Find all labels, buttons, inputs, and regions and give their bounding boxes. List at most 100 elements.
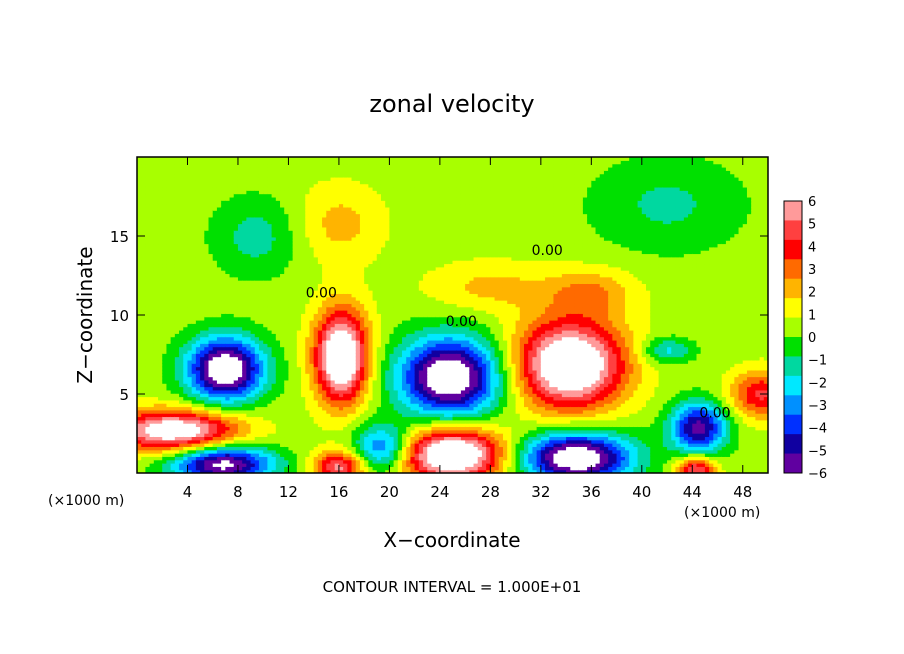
- heatmap-cell: [158, 333, 163, 338]
- heatmap-cell: [191, 436, 197, 441]
- heatmap-cell: [183, 263, 189, 268]
- heatmap-cell: [216, 180, 222, 185]
- heatmap-cell: [158, 283, 163, 288]
- heatmap-cell: [162, 290, 168, 294]
- heatmap-cell: [153, 423, 159, 428]
- heatmap-cell: [212, 273, 218, 278]
- heatmap-cell: [204, 230, 210, 235]
- heatmap-cell: [149, 329, 155, 334]
- heatmap-cell: [216, 280, 222, 284]
- heatmap-cell: [191, 160, 197, 165]
- heatmap-cell: [141, 413, 147, 418]
- heatmap-cell: [137, 343, 142, 348]
- heatmap-cell: [137, 446, 142, 451]
- heatmap-cell: [170, 453, 176, 457]
- heatmap-cell: [195, 366, 201, 371]
- heatmap-cell: [174, 216, 180, 221]
- heatmap-cell: [137, 363, 142, 368]
- heatmap-cell: [183, 339, 189, 344]
- heatmap-cell: [137, 180, 142, 185]
- heatmap-cell: [221, 409, 226, 414]
- heatmap-cell: [162, 343, 168, 348]
- heatmap-cell: [216, 459, 222, 464]
- heatmap-cell: [183, 246, 189, 251]
- heatmap-cell: [141, 379, 147, 384]
- heatmap-cell: [200, 363, 205, 368]
- heatmap-cell: [179, 173, 184, 178]
- heatmap-cell: [216, 310, 222, 314]
- heatmap-cell: [183, 233, 189, 238]
- heatmap-cell: [191, 333, 197, 338]
- heatmap-cell: [141, 306, 147, 311]
- heatmap-cell: [153, 416, 159, 421]
- heatmap-cell: [216, 270, 222, 275]
- heatmap-cell: [141, 263, 147, 268]
- heatmap-cell: [195, 446, 201, 451]
- heatmap-cell: [158, 180, 163, 185]
- heatmap-cell: [204, 343, 210, 348]
- heatmap-cell: [179, 413, 184, 418]
- heatmap-cell: [153, 353, 159, 358]
- heatmap-cell: [174, 290, 180, 294]
- heatmap-cell: [141, 333, 147, 338]
- heatmap-cell: [170, 280, 176, 284]
- heatmap-cell: [174, 286, 180, 291]
- heatmap-cell: [149, 443, 155, 447]
- heatmap-cell: [187, 343, 193, 348]
- heatmap-cell: [137, 220, 142, 225]
- heatmap-cell: [183, 206, 189, 211]
- heatmap-cell: [212, 213, 218, 218]
- heatmap-cell: [153, 170, 159, 175]
- heatmap-cell: [166, 326, 172, 331]
- heatmap-cell: [204, 210, 210, 215]
- heatmap-cell: [141, 346, 147, 351]
- heatmap-cell: [166, 186, 172, 191]
- heatmap-cell: [158, 426, 163, 431]
- heatmap-cell: [158, 196, 163, 201]
- heatmap-cell: [174, 339, 180, 344]
- heatmap-cell: [216, 226, 222, 231]
- heatmap-cell: [145, 333, 151, 338]
- heatmap-cell: [145, 443, 151, 447]
- heatmap-cell: [187, 386, 193, 391]
- heatmap-cell: [191, 230, 197, 235]
- heatmap-cell: [216, 273, 222, 278]
- heatmap-cell: [166, 449, 172, 454]
- heatmap-cell: [153, 409, 159, 414]
- heatmap-cell: [145, 389, 151, 394]
- heatmap-cell: [191, 429, 197, 434]
- heatmap-cell: [183, 336, 189, 341]
- heatmap-cell: [200, 310, 205, 314]
- heatmap-cell: [191, 256, 197, 261]
- heatmap-cell: [179, 183, 184, 188]
- heatmap-cell: [204, 379, 210, 384]
- heatmap-cell: [162, 399, 168, 404]
- heatmap-cell: [183, 363, 189, 368]
- heatmap-cell: [200, 439, 205, 444]
- heatmap-cell: [158, 286, 163, 291]
- heatmap-cell: [174, 409, 180, 414]
- heatmap-cell: [149, 423, 155, 428]
- heatmap-cell: [145, 306, 151, 311]
- heatmap-cell: [195, 333, 201, 338]
- heatmap-cell: [208, 466, 214, 471]
- heatmap-cell: [183, 443, 189, 447]
- heatmap-cell: [204, 226, 210, 231]
- heatmap-cell: [166, 300, 172, 304]
- heatmap-cell: [212, 416, 218, 421]
- heatmap-cell: [162, 339, 168, 344]
- heatmap-cell: [149, 389, 155, 394]
- heatmap-cell: [221, 359, 226, 364]
- heatmap-cell: [179, 190, 184, 195]
- heatmap-cell: [208, 366, 214, 371]
- heatmap-cell: [191, 463, 197, 467]
- heatmap-cell: [158, 423, 163, 428]
- heatmap-cell: [200, 326, 205, 331]
- heatmap-cell: [200, 203, 205, 208]
- heatmap-cell: [208, 376, 214, 381]
- heatmap-cell: [158, 163, 163, 168]
- heatmap-cell: [141, 363, 147, 368]
- heatmap-cell: [141, 463, 147, 467]
- heatmap-cell: [204, 266, 210, 271]
- heatmap-cell: [204, 439, 210, 444]
